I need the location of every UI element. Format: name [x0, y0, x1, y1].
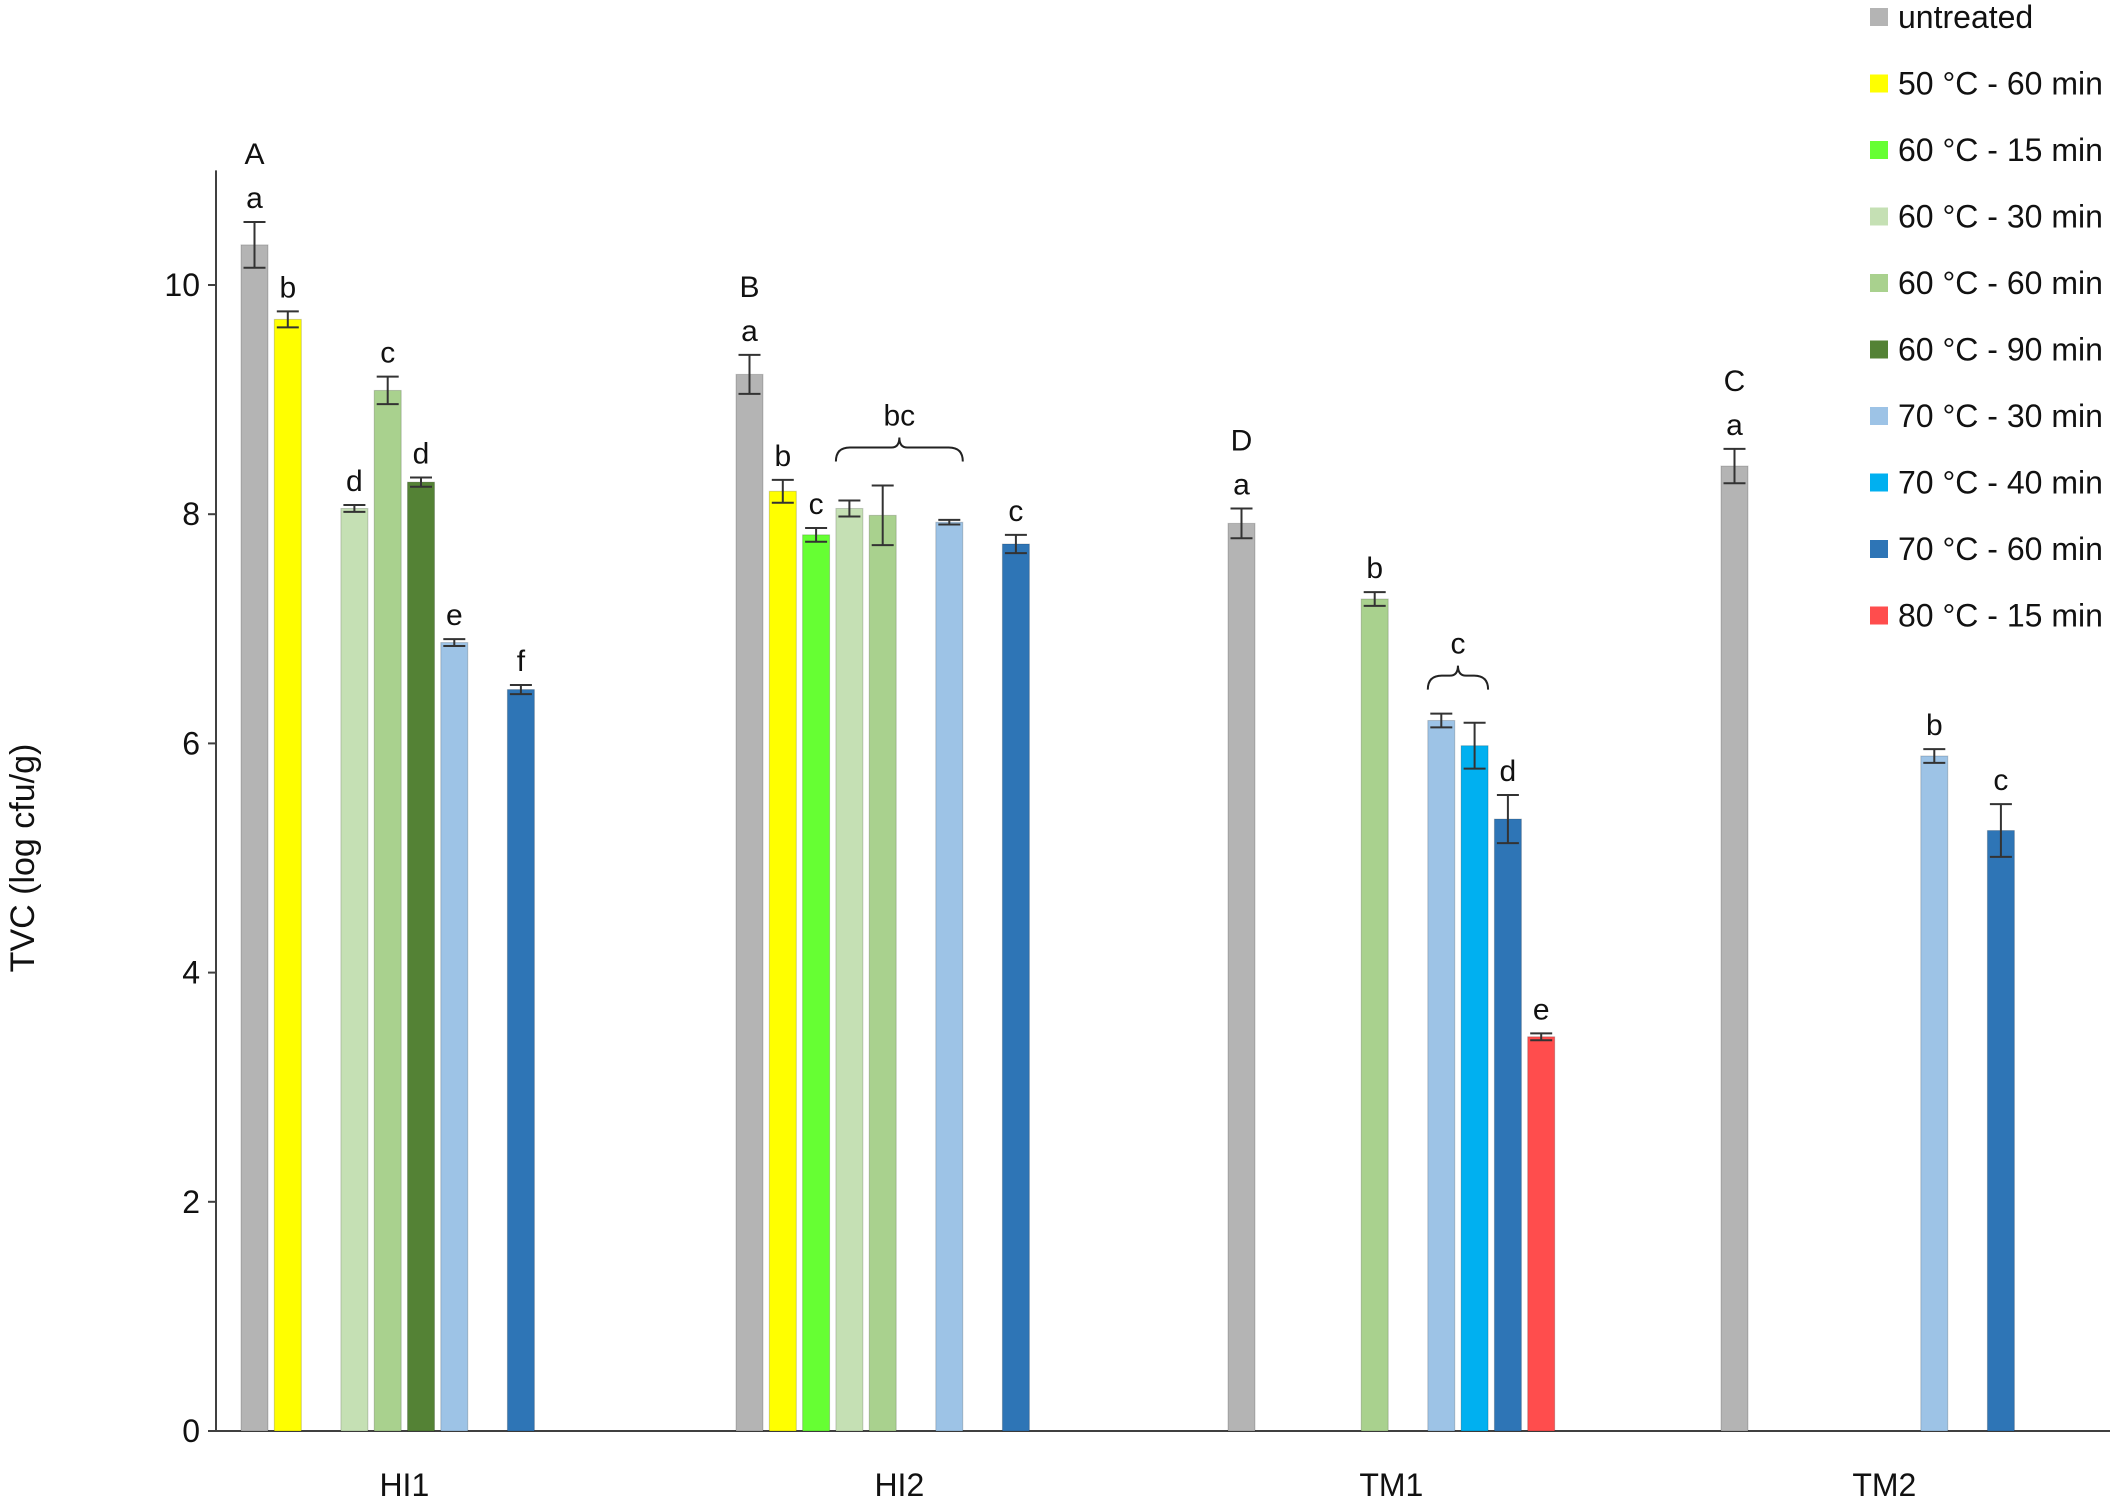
- significance-letter: d: [413, 438, 430, 471]
- y-tick-label: 2: [182, 1184, 200, 1220]
- legend-label: 70 °C - 30 min: [1898, 398, 2103, 434]
- bar: [273, 318, 302, 1432]
- y-tick-label: 0: [182, 1413, 200, 1449]
- bar: [240, 244, 269, 1432]
- group-letter: C: [1724, 365, 1746, 398]
- significance-letter: a: [1726, 409, 1743, 442]
- bar: [1001, 543, 1030, 1432]
- bracket-label: c: [1450, 628, 1465, 661]
- legend: untreated 50 °C - 60 min 60 °C - 15 min 60 …: [1870, 0, 2103, 634]
- significance-letter: c: [1993, 764, 2008, 797]
- bar: [868, 514, 897, 1432]
- bar: [1427, 719, 1456, 1432]
- bar: [340, 507, 369, 1432]
- bar: [835, 507, 864, 1432]
- group-letter: A: [244, 138, 264, 171]
- group-letter: B: [739, 271, 759, 304]
- bar: [1360, 598, 1389, 1432]
- bar: [735, 373, 764, 1432]
- significance-letter: a: [1233, 468, 1250, 501]
- significance-letter: d: [346, 465, 363, 498]
- y-tick-label: 10: [164, 267, 200, 303]
- legend-swatch: [1870, 8, 1888, 26]
- legend-swatch: [1870, 473, 1888, 492]
- bar: [768, 490, 797, 1432]
- significance-letter: c: [1008, 495, 1023, 528]
- bracket-label: bc: [884, 400, 916, 433]
- significance-letter: d: [1500, 755, 1517, 788]
- group-letter: D: [1231, 424, 1253, 457]
- x-category-label: HI1: [379, 1467, 429, 1503]
- x-category-label: TM1: [1359, 1467, 1423, 1503]
- significance-letter: c: [380, 337, 395, 370]
- bar: [440, 642, 469, 1432]
- significance-letter: c: [809, 488, 824, 521]
- significance-letter: b: [774, 440, 791, 473]
- bar: [1986, 829, 2015, 1432]
- bar: [373, 389, 402, 1432]
- bar: [935, 521, 964, 1432]
- legend-swatch: [1870, 540, 1888, 558]
- legend-label: 60 °C - 90 min: [1898, 332, 2103, 368]
- legend-label: 80 °C - 15 min: [1898, 598, 2103, 634]
- significance-letter: b: [1926, 709, 1943, 742]
- legend-swatch: [1870, 74, 1888, 93]
- significance-letter: a: [741, 315, 758, 348]
- legend-label: 60 °C - 15 min: [1898, 132, 2103, 168]
- bracket: [1426, 665, 1490, 690]
- y-tick-label: 6: [182, 725, 200, 761]
- significance-letter: b: [279, 271, 296, 304]
- bar: [1720, 465, 1749, 1432]
- legend-label: untreated: [1898, 0, 2033, 35]
- legend-label: 70 °C - 60 min: [1898, 531, 2103, 567]
- bar: [1493, 818, 1522, 1432]
- legend-swatch: [1870, 141, 1888, 159]
- legend-label: 70 °C - 40 min: [1898, 465, 2103, 501]
- y-tick-label: 4: [182, 955, 200, 991]
- legend-swatch: [1870, 274, 1888, 292]
- bar: [1920, 755, 1949, 1432]
- y-axis-title: TVC (log cfu/g): [4, 744, 42, 973]
- y-tick-label: 8: [182, 496, 200, 532]
- bracket: [834, 437, 964, 462]
- bar: [1460, 745, 1489, 1432]
- significance-letter: e: [1533, 993, 1550, 1026]
- legend-label: 60 °C - 60 min: [1898, 265, 2103, 301]
- significance-letter: a: [246, 182, 263, 215]
- legend-swatch: [1870, 207, 1888, 226]
- x-category-label: HI2: [874, 1467, 924, 1503]
- legend-swatch: [1870, 407, 1888, 425]
- significance-letter: e: [446, 599, 463, 632]
- bars-layer: [240, 220, 2015, 1432]
- x-category-label: TM2: [1852, 1467, 1916, 1503]
- legend-label: 50 °C - 60 min: [1898, 66, 2103, 102]
- bar: [506, 689, 535, 1432]
- bar: [1527, 1036, 1556, 1432]
- legend-swatch: [1870, 606, 1888, 625]
- bar: [802, 534, 831, 1432]
- legend-label: 60 °C - 30 min: [1898, 199, 2103, 235]
- significance-letter: b: [1366, 552, 1383, 585]
- bar: [1227, 522, 1256, 1432]
- significance-letter: f: [517, 645, 526, 678]
- bar: [407, 481, 435, 1432]
- legend-swatch: [1870, 340, 1888, 359]
